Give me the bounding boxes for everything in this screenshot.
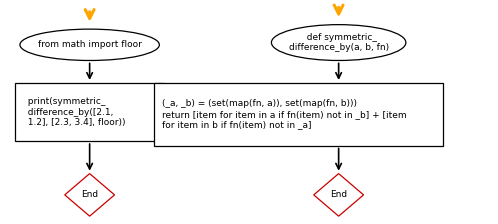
Ellipse shape	[271, 25, 406, 60]
Text: print(symmetric_
  difference_by([2.1,
  1.2], [2.3, 3.4], floor)): print(symmetric_ difference_by([2.1, 1.2…	[22, 97, 126, 127]
Polygon shape	[314, 174, 364, 216]
Text: End: End	[330, 190, 347, 199]
Text: End: End	[81, 190, 98, 199]
FancyBboxPatch shape	[154, 83, 443, 146]
Text: from math import floor: from math import floor	[38, 40, 141, 49]
FancyBboxPatch shape	[15, 83, 164, 141]
Ellipse shape	[20, 29, 159, 60]
Text: (_a, _b) = (set(map(fn, a)), set(map(fn, b)))
return [item for item in a if fn(i: (_a, _b) = (set(map(fn, a)), set(map(fn,…	[162, 99, 406, 129]
Text: def symmetric_
difference_by(a, b, fn): def symmetric_ difference_by(a, b, fn)	[288, 33, 389, 52]
Polygon shape	[65, 174, 115, 216]
